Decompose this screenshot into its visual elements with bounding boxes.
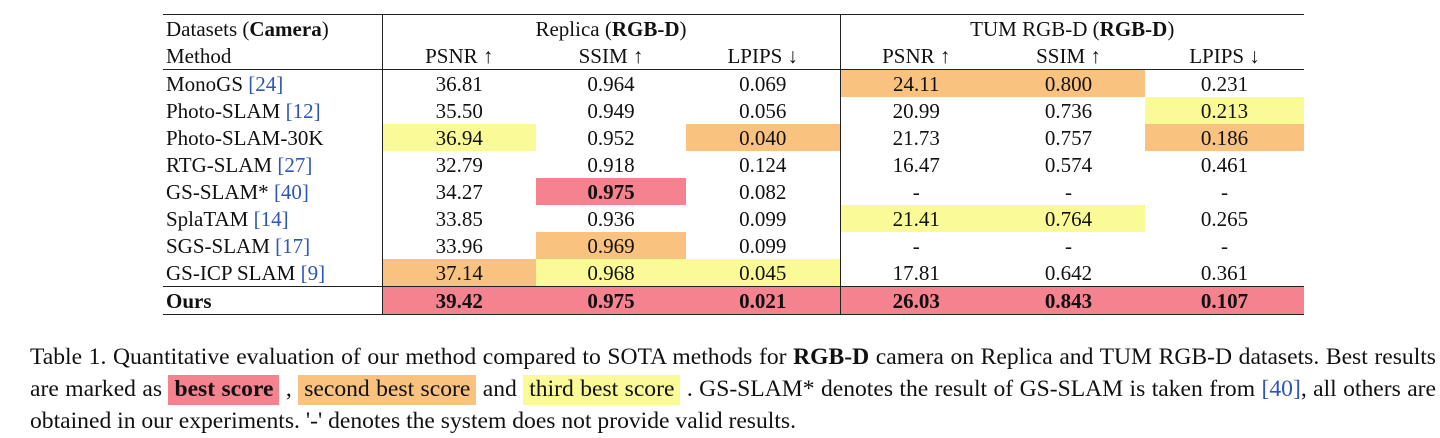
value-cell: - <box>912 179 920 204</box>
table-row: SGS-SLAM [17] 33.96 0.969 0.099 - - - <box>163 232 1304 259</box>
table-row: Photo-SLAM-30K 36.94 0.952 0.040 21.73 0… <box>163 124 1304 151</box>
value-cell-best: 26.03 <box>840 286 992 315</box>
metric-replica-lpips: LPIPS ↓ <box>686 42 841 70</box>
metric-replica-psnr: PSNR ↑ <box>425 43 494 68</box>
value-cell: 0.124 <box>686 151 841 178</box>
third-score-chip: third best score <box>523 375 681 405</box>
table-row: GS-SLAM* [40] 34.27 0.975 0.082 - - - <box>163 178 1304 205</box>
method-name: RTG-SLAM [27] <box>163 151 383 178</box>
value-cell-best: 0.107 <box>1145 286 1304 315</box>
value-cell: 21.73 <box>892 125 940 150</box>
value-cell: 17.81 <box>892 260 940 285</box>
replica-header: Replica (RGB-D) <box>382 14 841 42</box>
value-cell-best: 39.42 <box>382 286 536 315</box>
header-row-metrics: Method PSNR ↑ SSIM ↑ LPIPS ↓ PSNR ↑ SSIM… <box>163 42 1304 70</box>
results-table: Datasets (Camera) Replica (RGB-D) TUM RG… <box>163 14 1304 315</box>
value-cell-second: 0.800 <box>992 69 1145 97</box>
value-cell: 0.952 <box>587 125 635 150</box>
value-cell-best: 0.843 <box>992 286 1145 315</box>
value-cell-third: 21.41 <box>840 205 992 232</box>
method-name: SplaTAM [14] <box>163 205 383 232</box>
value-cell-second: 24.11 <box>840 69 992 97</box>
value-cell: 32.79 <box>435 152 483 177</box>
value-cell: 36.81 <box>382 69 536 97</box>
value-cell: 16.47 <box>892 152 940 177</box>
value-cell-second: 0.969 <box>536 232 686 259</box>
value-cell-second: 0.040 <box>686 124 841 151</box>
value-cell: 0.231 <box>1145 69 1304 97</box>
table-row: Photo-SLAM [12] 35.50 0.949 0.056 20.99 … <box>163 97 1304 124</box>
value-cell: 0.964 <box>536 69 686 97</box>
value-cell: 0.099 <box>686 205 841 232</box>
value-cell-best: 0.021 <box>686 286 841 315</box>
value-cell: 0.949 <box>587 98 635 123</box>
table-row-ours: Ours 39.42 0.975 0.021 26.03 0.843 0.107 <box>163 286 1304 315</box>
value-cell-third: 0.764 <box>992 205 1145 232</box>
value-cell: 33.85 <box>435 206 483 231</box>
table-row: MonoGS [24] 36.81 0.964 0.069 24.11 0.80… <box>163 69 1304 97</box>
value-cell: 0.736 <box>1044 98 1093 123</box>
value-cell: 35.50 <box>435 98 483 123</box>
value-cell: 20.99 <box>892 98 940 123</box>
method-name: Photo-SLAM [12] <box>163 97 383 124</box>
method-name: MonoGS [24] <box>163 69 383 97</box>
value-cell: 0.461 <box>1200 152 1249 177</box>
value-cell: 0.642 <box>1044 260 1093 285</box>
method-header: Method <box>163 42 383 70</box>
value-cell: - <box>912 233 920 258</box>
datasets-header: Datasets (Camera) <box>163 14 383 42</box>
value-cell: 0.265 <box>1200 206 1249 231</box>
table-caption: Table 1. Quantitative evaluation of our … <box>30 344 1436 434</box>
table-row: RTG-SLAM [27] 32.79 0.918 0.124 16.47 0.… <box>163 151 1304 178</box>
value-cell-third: 0.213 <box>1145 97 1304 124</box>
value-cell: - <box>1221 179 1228 204</box>
value-cell-second: 0.186 <box>1145 124 1304 151</box>
value-cell-third: 0.968 <box>536 259 686 287</box>
value-cell: - <box>1221 233 1228 258</box>
value-cell: 0.099 <box>686 232 841 259</box>
citation-link[interactable]: [40] <box>1261 376 1301 402</box>
value-cell: 33.96 <box>435 233 483 258</box>
value-cell: 0.069 <box>686 69 841 97</box>
value-cell: 0.936 <box>587 206 635 231</box>
value-cell-best: 0.975 <box>536 286 686 315</box>
table-row: SplaTAM [14] 33.85 0.936 0.099 21.41 0.7… <box>163 205 1304 232</box>
value-cell: - <box>1065 233 1072 258</box>
table-row: GS-ICP SLAM [9] 37.14 0.968 0.045 17.81 … <box>163 259 1304 287</box>
value-cell: 0.918 <box>587 152 635 177</box>
metric-replica-ssim: SSIM ↑ <box>578 43 644 68</box>
value-cell-second: 37.14 <box>382 259 536 287</box>
best-score-chip: best score <box>168 375 280 405</box>
value-cell: 0.361 <box>1200 260 1249 285</box>
method-name: GS-SLAM* [40] <box>163 178 383 205</box>
tum-header: TUM RGB-D (RGB-D) <box>840 14 1304 42</box>
method-name-ours: Ours <box>163 286 383 315</box>
value-cell: 0.082 <box>686 178 841 205</box>
method-name: GS-ICP SLAM [9] <box>163 259 383 287</box>
metric-tum-ssim: SSIM ↑ <box>1036 43 1101 68</box>
value-cell-third: 0.045 <box>686 259 841 287</box>
second-score-chip: second best score <box>298 375 477 405</box>
value-cell: 34.27 <box>435 179 483 204</box>
header-row-datasets: Datasets (Camera) Replica (RGB-D) TUM RG… <box>163 14 1304 42</box>
value-cell: - <box>1065 179 1072 204</box>
value-cell: 0.574 <box>1044 152 1093 177</box>
metric-tum-lpips: LPIPS ↓ <box>1189 43 1260 68</box>
value-cell: 0.757 <box>1044 125 1093 150</box>
value-cell-third: 36.94 <box>382 124 536 151</box>
value-cell: 0.056 <box>686 97 841 124</box>
value-cell-best: 0.975 <box>536 178 686 205</box>
method-name: SGS-SLAM [17] <box>163 232 383 259</box>
metric-tum-psnr: PSNR ↑ <box>882 43 951 68</box>
method-name: Photo-SLAM-30K <box>163 124 383 151</box>
